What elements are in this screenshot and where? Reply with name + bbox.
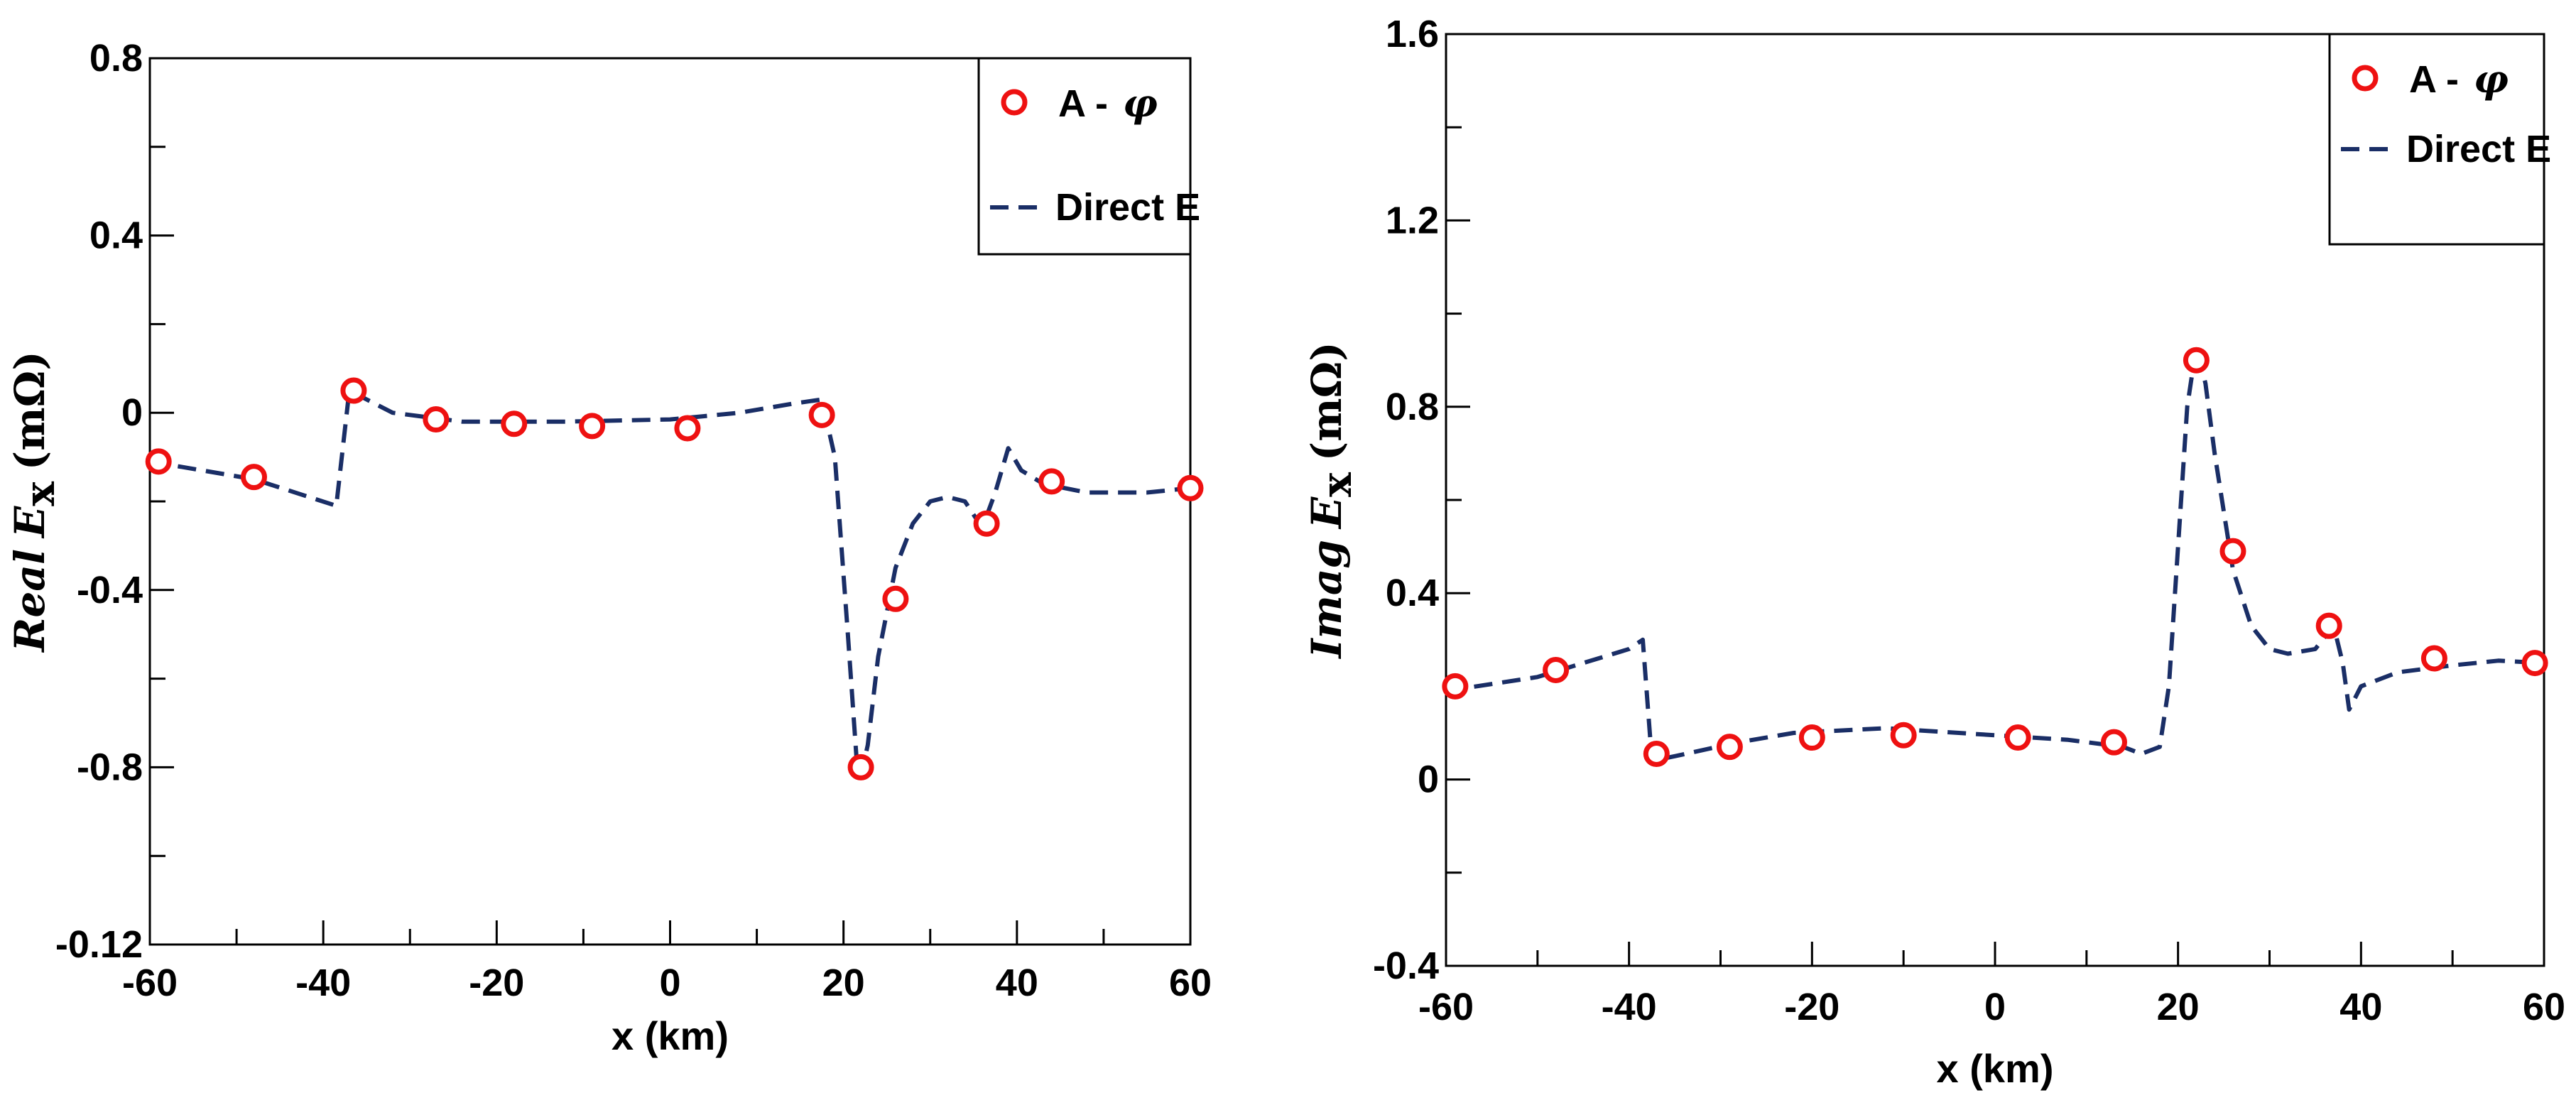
y-tick-label: 1.2 <box>1386 199 1439 241</box>
y-tick-label: -0.4 <box>77 569 143 611</box>
data-point-a-phi <box>1038 468 1065 495</box>
data-point-a-phi <box>847 753 874 780</box>
legend-label-a: A - <box>2409 58 2469 101</box>
legend-label-a: A - <box>1058 82 1119 125</box>
data-point-a-phi <box>1716 734 1743 761</box>
data-point-a-phi <box>241 464 267 491</box>
x-tick-label: 60 <box>1169 962 1212 1004</box>
y-axis-title-subscript: x <box>16 481 64 506</box>
x-axis-title: x (km) <box>612 1013 729 1058</box>
data-point-a-phi <box>340 377 367 404</box>
x-tick-label: 0 <box>659 962 680 1004</box>
chart-panel-2: -60 -40 -20 0 20 40 60 1.6 1.2 0.8 0.4 0 -0.4 x (km) I… <box>1303 13 2565 1091</box>
legend-label-phi: φ <box>1123 80 1158 126</box>
x-tick-label: 20 <box>822 962 865 1004</box>
y-tick-label: -0.4 <box>1373 945 1439 987</box>
y-axis-title-symbol: E <box>6 506 54 539</box>
series-direct-e-line <box>1445 344 2545 763</box>
data-point-a-phi <box>1798 724 1825 751</box>
legend-label-direct-e: Direct E <box>2406 128 2551 170</box>
x-tick-label: -60 <box>1418 986 1474 1028</box>
legend-marker-a-phi <box>1001 89 1028 116</box>
y-axis-title-unit: (mΩ) <box>1303 342 1351 461</box>
data-point-a-phi <box>423 406 450 433</box>
x-tick-label: -40 <box>295 962 351 1004</box>
y-tick-label: 0.8 <box>89 37 143 80</box>
x-tick-label: 40 <box>2339 986 2382 1028</box>
data-point-a-phi <box>501 410 528 437</box>
y-tick-label: 0 <box>121 391 143 434</box>
data-point-a-phi <box>1442 673 1469 700</box>
data-point-a-phi <box>2100 729 2127 756</box>
data-point-a-phi <box>145 448 172 475</box>
y-tick-label: 1.6 <box>1386 13 1439 55</box>
data-point-a-phi <box>674 415 701 442</box>
y-tick-label: 0 <box>1418 758 1439 801</box>
x-tick-label: -20 <box>1784 986 1839 1028</box>
x-tick-label: 20 <box>2157 986 2200 1028</box>
y-axis-title: Imag Ex (mΩ) <box>1303 342 1361 659</box>
data-point-a-phi <box>1890 722 1917 749</box>
data-point-a-phi <box>808 401 835 428</box>
x-tick-label: -60 <box>122 962 178 1004</box>
data-point-a-phi <box>2183 347 2210 374</box>
legend-label-a-phi: A - φ <box>2409 56 2509 102</box>
y-axis-title-unit: (mΩ) <box>6 351 54 470</box>
data-point-a-phi <box>1177 474 1204 501</box>
x-tick-label: -20 <box>469 962 524 1004</box>
y-tick-label: 0.4 <box>89 214 143 257</box>
data-point-a-phi <box>579 413 606 440</box>
series-direct-e-line <box>149 388 1191 778</box>
legend-label-phi: φ <box>2474 56 2509 102</box>
chart-panel-1: -60 -40 -20 0 20 40 60 0.8 0.4 0 -0.4 -0.8 -0.12 x (k… <box>6 37 1212 1058</box>
data-point-a-phi <box>2315 612 2342 639</box>
y-axis-title-subscript: x <box>1313 472 1361 497</box>
y-tick-label: -0.12 <box>55 923 143 966</box>
data-point-a-phi <box>1543 656 1570 683</box>
x-tick-label: -40 <box>1602 986 1657 1028</box>
y-axis-title-word: Imag <box>1303 540 1351 660</box>
x-tick-label: 40 <box>996 962 1038 1004</box>
x-tick-label: 60 <box>2523 986 2565 1028</box>
legend: A - φ Direct E <box>2328 33 2551 246</box>
data-point-a-phi <box>882 585 909 612</box>
y-tick-label: 0.4 <box>1386 572 1439 614</box>
data-point-a-phi <box>2219 538 2246 565</box>
x-axis-title: x (km) <box>1937 1046 2054 1091</box>
y-axis-title: Real Ex (mΩ) <box>6 351 64 653</box>
legend-label-direct-e: Direct E <box>1055 186 1200 229</box>
data-point-a-phi <box>2521 650 2548 677</box>
y-tick-label: 0.8 <box>1386 386 1439 428</box>
data-point-a-phi <box>1643 741 1670 768</box>
y-axis-title-word: Real <box>6 549 54 653</box>
data-point-a-phi <box>2004 724 2031 751</box>
y-tick-label: -0.8 <box>77 746 143 788</box>
x-tick-label: 0 <box>1984 986 2006 1028</box>
y-axis-title-symbol: E <box>1303 496 1351 530</box>
legend-label-a-phi: A - φ <box>1058 80 1158 126</box>
legend-marker-a-phi <box>2352 65 2379 92</box>
data-point-a-phi <box>973 510 1000 537</box>
legend: A - φ Direct E <box>977 57 1200 256</box>
data-point-a-phi <box>2420 645 2447 672</box>
